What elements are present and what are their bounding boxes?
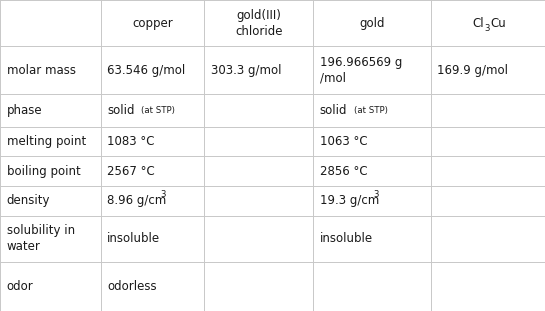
- Text: (at STP): (at STP): [354, 106, 387, 115]
- Text: 3: 3: [484, 24, 489, 33]
- Text: phase: phase: [7, 104, 42, 117]
- Text: melting point: melting point: [7, 135, 86, 148]
- Text: 1083 °C: 1083 °C: [107, 135, 155, 148]
- Text: molar mass: molar mass: [7, 64, 76, 77]
- Text: 3: 3: [161, 190, 166, 199]
- Text: solubility in
water: solubility in water: [7, 224, 75, 253]
- Text: gold: gold: [359, 16, 385, 30]
- Text: 63.546 g/mol: 63.546 g/mol: [107, 64, 186, 77]
- Text: insoluble: insoluble: [320, 232, 373, 245]
- Text: gold(III)
chloride: gold(III) chloride: [235, 8, 283, 38]
- Text: 196.966569 g
/mol: 196.966569 g /mol: [320, 56, 402, 85]
- Text: 3: 3: [373, 190, 379, 199]
- Text: 2567 °C: 2567 °C: [107, 165, 155, 178]
- Text: 19.3 g/cm: 19.3 g/cm: [320, 194, 379, 207]
- Text: Cu: Cu: [490, 16, 506, 30]
- Text: solid: solid: [107, 104, 135, 117]
- Text: 303.3 g/mol: 303.3 g/mol: [211, 64, 281, 77]
- Text: 169.9 g/mol: 169.9 g/mol: [437, 64, 508, 77]
- Text: 1063 °C: 1063 °C: [320, 135, 367, 148]
- Text: solid: solid: [320, 104, 347, 117]
- Text: insoluble: insoluble: [107, 232, 160, 245]
- Text: odor: odor: [7, 280, 33, 293]
- Text: 8.96 g/cm: 8.96 g/cm: [107, 194, 167, 207]
- Text: boiling point: boiling point: [7, 165, 80, 178]
- Text: Cl: Cl: [472, 16, 483, 30]
- Text: density: density: [7, 194, 50, 207]
- Text: copper: copper: [132, 16, 173, 30]
- Text: odorless: odorless: [107, 280, 157, 293]
- Text: 2856 °C: 2856 °C: [320, 165, 367, 178]
- Text: (at STP): (at STP): [141, 106, 175, 115]
